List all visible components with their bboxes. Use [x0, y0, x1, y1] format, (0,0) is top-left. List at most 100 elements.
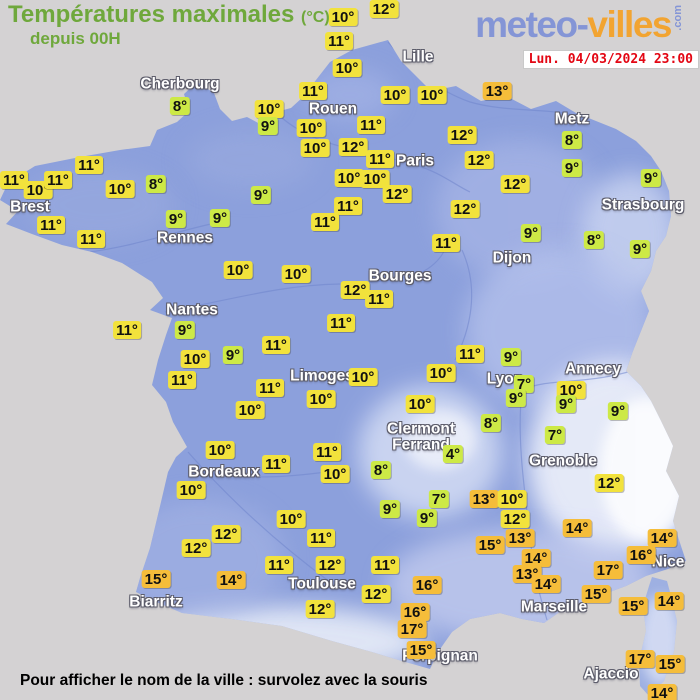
- temp-badge[interactable]: 9°: [607, 402, 629, 420]
- temp-badge[interactable]: 14°: [531, 575, 561, 593]
- temp-badge[interactable]: 11°: [307, 529, 335, 547]
- temp-badge[interactable]: 9°: [379, 500, 401, 518]
- temp-badge[interactable]: 7°: [428, 490, 450, 508]
- temp-badge[interactable]: 12°: [500, 510, 530, 528]
- temp-badge[interactable]: 11°: [262, 336, 290, 354]
- temp-badge[interactable]: 11°: [168, 371, 196, 389]
- temp-badge[interactable]: 9°: [416, 509, 438, 527]
- temp-badge[interactable]: 14°: [654, 592, 684, 610]
- temp-badge[interactable]: 14°: [647, 529, 677, 547]
- temp-badge[interactable]: 10°: [328, 8, 358, 26]
- temp-badge[interactable]: 14°: [562, 519, 592, 537]
- temp-badge[interactable]: 15°: [581, 585, 611, 603]
- temp-badge[interactable]: 11°: [299, 82, 327, 100]
- temp-badge[interactable]: 11°: [325, 32, 353, 50]
- temp-badge[interactable]: 7°: [544, 426, 566, 444]
- temp-badge[interactable]: 11°: [75, 156, 103, 174]
- temp-badge[interactable]: 10°: [176, 481, 206, 499]
- temp-badge[interactable]: 12°: [181, 539, 211, 557]
- temp-badge[interactable]: 10°: [417, 86, 447, 104]
- temp-badge[interactable]: 9°: [629, 240, 651, 258]
- temp-badge[interactable]: 10°: [426, 364, 456, 382]
- temp-badge[interactable]: 12°: [464, 151, 494, 169]
- temp-badge[interactable]: 10°: [223, 261, 253, 279]
- temp-badge[interactable]: 14°: [647, 684, 677, 700]
- temp-badge[interactable]: 4°: [442, 445, 464, 463]
- temp-badge[interactable]: 12°: [382, 185, 412, 203]
- temp-badge[interactable]: 11°: [313, 443, 341, 461]
- temp-badge[interactable]: 11°: [366, 150, 394, 168]
- temp-badge[interactable]: 12°: [211, 525, 241, 543]
- temp-badge[interactable]: 10°: [300, 139, 330, 157]
- temp-badge[interactable]: 10°: [332, 59, 362, 77]
- temp-badge[interactable]: 13°: [482, 82, 512, 100]
- temp-badge[interactable]: 8°: [169, 97, 191, 115]
- temp-badge[interactable]: 11°: [327, 314, 355, 332]
- temp-badge[interactable]: 11°: [113, 321, 141, 339]
- temp-badge[interactable]: 10°: [296, 119, 326, 137]
- temp-badge[interactable]: 9°: [222, 346, 244, 364]
- temp-badge[interactable]: 10°: [105, 180, 135, 198]
- temp-badge[interactable]: 10°: [180, 350, 210, 368]
- temp-badge[interactable]: 11°: [262, 455, 290, 473]
- temp-badge[interactable]: 9°: [505, 389, 527, 407]
- temp-badge[interactable]: 16°: [626, 546, 656, 564]
- temp-badge[interactable]: 15°: [406, 641, 436, 659]
- temp-badge[interactable]: 9°: [520, 224, 542, 242]
- temp-badge[interactable]: 12°: [361, 585, 391, 603]
- temp-badge[interactable]: 11°: [37, 216, 65, 234]
- temp-badge[interactable]: 11°: [456, 345, 484, 363]
- temp-badge[interactable]: 12°: [338, 138, 368, 156]
- temp-badge[interactable]: 11°: [44, 171, 72, 189]
- temp-badge[interactable]: 10°: [360, 170, 390, 188]
- temp-badge[interactable]: 16°: [400, 603, 430, 621]
- temp-badge[interactable]: 10°: [306, 390, 336, 408]
- temp-badge[interactable]: 8°: [480, 414, 502, 432]
- temp-badge[interactable]: 11°: [365, 290, 393, 308]
- temp-badge[interactable]: 13°: [469, 490, 499, 508]
- temp-badge[interactable]: 11°: [334, 197, 362, 215]
- temp-badge[interactable]: 11°: [77, 230, 105, 248]
- temp-badge[interactable]: 10°: [254, 100, 284, 118]
- temp-badge[interactable]: 15°: [655, 655, 685, 673]
- temp-badge[interactable]: 17°: [593, 561, 623, 579]
- temp-badge[interactable]: 8°: [561, 131, 583, 149]
- temp-badge[interactable]: 8°: [145, 175, 167, 193]
- temp-badge[interactable]: 17°: [397, 620, 427, 638]
- temp-badge[interactable]: 10°: [276, 510, 306, 528]
- temp-badge[interactable]: 11°: [371, 556, 399, 574]
- temp-badge[interactable]: 12°: [450, 200, 480, 218]
- temp-badge[interactable]: 10°: [405, 395, 435, 413]
- temp-badge[interactable]: 8°: [583, 231, 605, 249]
- temp-badge[interactable]: 12°: [369, 0, 399, 18]
- temp-badge[interactable]: 15°: [618, 597, 648, 615]
- temp-badge[interactable]: 17°: [625, 650, 655, 668]
- temp-badge[interactable]: 9°: [250, 186, 272, 204]
- temp-badge[interactable]: 9°: [209, 209, 231, 227]
- temp-badge[interactable]: 15°: [475, 536, 505, 554]
- temp-badge[interactable]: 9°: [165, 210, 187, 228]
- temp-badge[interactable]: 12°: [305, 600, 335, 618]
- site-logo[interactable]: meteo-villes.com: [475, 4, 684, 46]
- temp-badge[interactable]: 9°: [561, 159, 583, 177]
- temp-badge[interactable]: 9°: [640, 169, 662, 187]
- temp-badge[interactable]: 15°: [141, 570, 171, 588]
- temp-badge[interactable]: 16°: [412, 576, 442, 594]
- temp-badge[interactable]: 14°: [521, 549, 551, 567]
- temp-badge[interactable]: 11°: [0, 171, 28, 189]
- temp-badge[interactable]: 14°: [216, 571, 246, 589]
- temp-badge[interactable]: 11°: [265, 556, 293, 574]
- temp-badge[interactable]: 11°: [311, 213, 339, 231]
- temp-badge[interactable]: 9°: [174, 321, 196, 339]
- temp-badge[interactable]: 10°: [556, 381, 586, 399]
- temp-badge[interactable]: 10°: [380, 86, 410, 104]
- temp-badge[interactable]: 11°: [256, 379, 284, 397]
- temp-badge[interactable]: 11°: [357, 116, 385, 134]
- temp-badge[interactable]: 12°: [315, 556, 345, 574]
- temp-badge[interactable]: 10°: [320, 465, 350, 483]
- temp-badge[interactable]: 9°: [257, 117, 279, 135]
- temp-badge[interactable]: 10°: [205, 441, 235, 459]
- temp-badge[interactable]: 12°: [447, 126, 477, 144]
- temp-badge[interactable]: 10°: [497, 490, 527, 508]
- temp-badge[interactable]: 8°: [370, 461, 392, 479]
